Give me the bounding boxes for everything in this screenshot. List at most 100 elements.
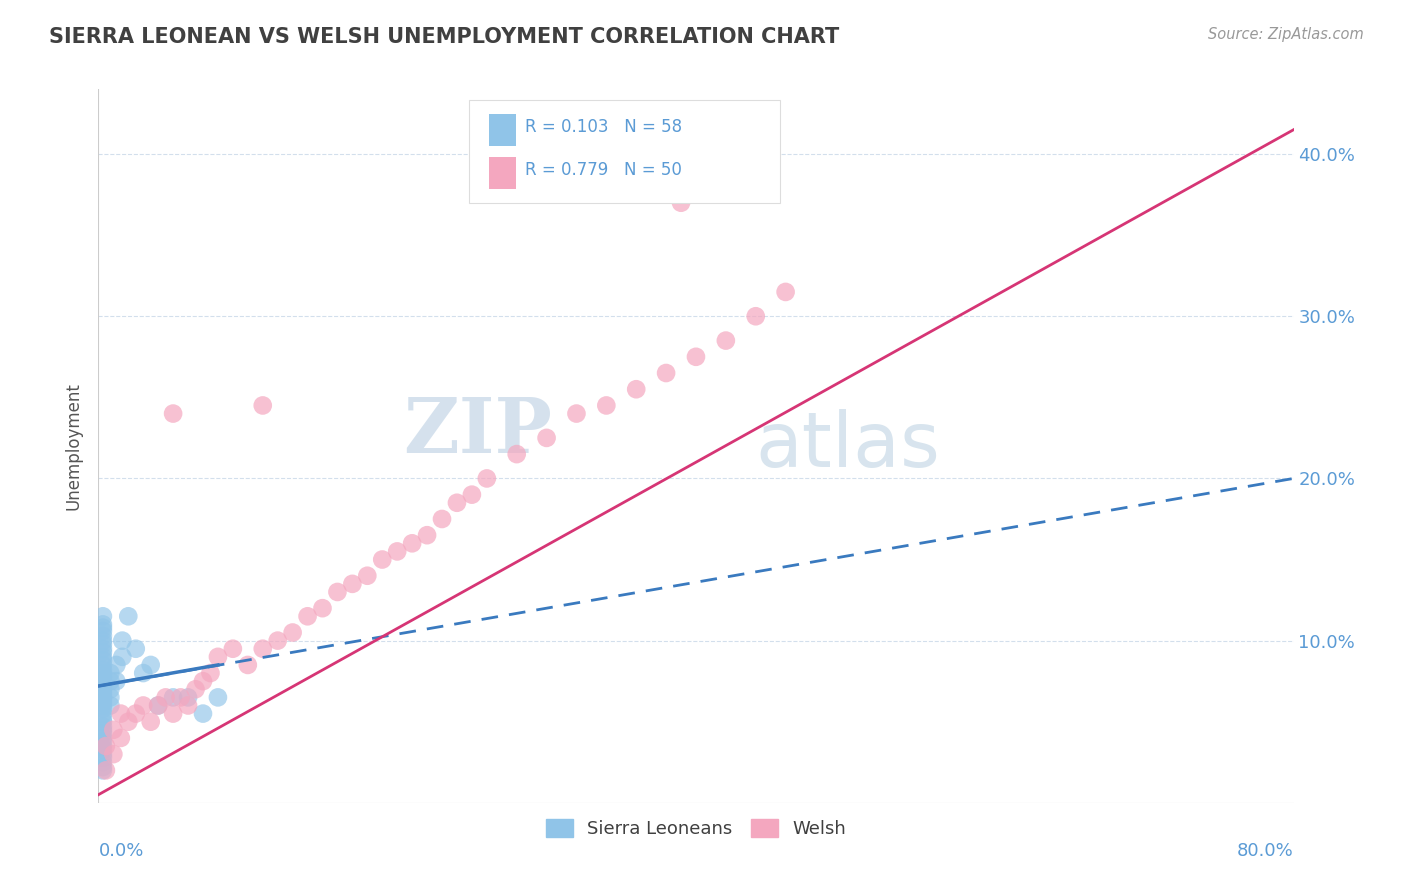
Text: R = 0.103   N = 58: R = 0.103 N = 58 [524, 118, 682, 136]
Point [94, 764, 117, 778]
Point [91, 679, 114, 693]
Point [105, 657, 128, 672]
Point [132, 698, 155, 713]
Point [91, 637, 114, 651]
Point [162, 690, 184, 705]
Point [91, 675, 114, 690]
Point [132, 666, 155, 681]
Point [685, 350, 707, 364]
Point [155, 690, 177, 705]
Point [98, 682, 122, 697]
Point [91, 734, 114, 748]
Point [125, 641, 148, 656]
Point [91, 720, 114, 734]
Point [311, 601, 333, 615]
Point [655, 366, 678, 380]
Point [385, 544, 409, 558]
Point [326, 585, 349, 599]
Point [98, 666, 122, 681]
Point [236, 657, 259, 672]
Point [91, 731, 114, 745]
Point [91, 629, 114, 643]
Point [91, 609, 114, 624]
Point [91, 649, 114, 664]
Point [461, 488, 484, 502]
Point [207, 690, 229, 705]
Point [91, 621, 114, 635]
Point [91, 669, 114, 683]
Point [91, 695, 114, 709]
Point [103, 723, 125, 737]
Point [536, 431, 558, 445]
Point [267, 633, 290, 648]
Point [110, 731, 132, 745]
Point [177, 690, 200, 705]
Point [110, 706, 132, 721]
Point [91, 633, 114, 648]
FancyBboxPatch shape [489, 114, 516, 146]
Point [91, 742, 114, 756]
FancyBboxPatch shape [470, 100, 780, 203]
Point [91, 645, 114, 659]
Point [91, 706, 114, 721]
Point [91, 657, 114, 672]
Point [105, 674, 128, 689]
Point [191, 674, 214, 689]
Point [446, 496, 468, 510]
Point [669, 195, 692, 210]
Point [148, 698, 170, 713]
Point [117, 714, 139, 729]
Text: SIERRA LEONEAN VS WELSH UNEMPLOYMENT CORRELATION CHART: SIERRA LEONEAN VS WELSH UNEMPLOYMENT COR… [49, 27, 839, 46]
Point [91, 711, 114, 725]
Point [94, 739, 117, 753]
Point [342, 577, 364, 591]
Point [356, 568, 378, 582]
Point [91, 685, 114, 699]
Point [714, 334, 737, 348]
Text: ZIP: ZIP [404, 395, 553, 468]
Point [117, 609, 139, 624]
Point [91, 663, 114, 677]
Point [91, 739, 114, 753]
Point [111, 633, 134, 648]
Point [125, 706, 148, 721]
Point [98, 674, 122, 689]
Point [371, 552, 394, 566]
Point [91, 726, 114, 740]
Text: 0.0%: 0.0% [98, 842, 143, 860]
Point [430, 512, 453, 526]
Point [565, 407, 588, 421]
Point [91, 747, 114, 761]
Point [98, 698, 122, 713]
Point [98, 690, 122, 705]
Point [626, 382, 648, 396]
Point [184, 682, 207, 697]
Text: Source: ZipAtlas.com: Source: ZipAtlas.com [1208, 27, 1364, 42]
Point [91, 666, 114, 681]
Point [139, 714, 162, 729]
Legend: Sierra Leoneans, Welsh: Sierra Leoneans, Welsh [537, 810, 855, 847]
Point [148, 698, 170, 713]
Point [506, 447, 529, 461]
Point [91, 641, 114, 656]
Point [416, 528, 439, 542]
Point [191, 706, 214, 721]
Text: 80.0%: 80.0% [1237, 842, 1294, 860]
Point [91, 764, 114, 778]
Point [162, 706, 184, 721]
Y-axis label: Unemployment: Unemployment [65, 382, 83, 510]
Point [595, 399, 617, 413]
Point [91, 673, 114, 687]
Point [745, 310, 768, 324]
Point [91, 756, 114, 770]
Text: R = 0.779   N = 50: R = 0.779 N = 50 [524, 161, 682, 178]
Point [281, 625, 304, 640]
Point [177, 698, 200, 713]
Point [252, 641, 274, 656]
Point [111, 649, 134, 664]
Point [775, 285, 797, 299]
Point [162, 407, 184, 421]
Point [222, 641, 245, 656]
Point [91, 760, 114, 774]
Point [207, 649, 229, 664]
